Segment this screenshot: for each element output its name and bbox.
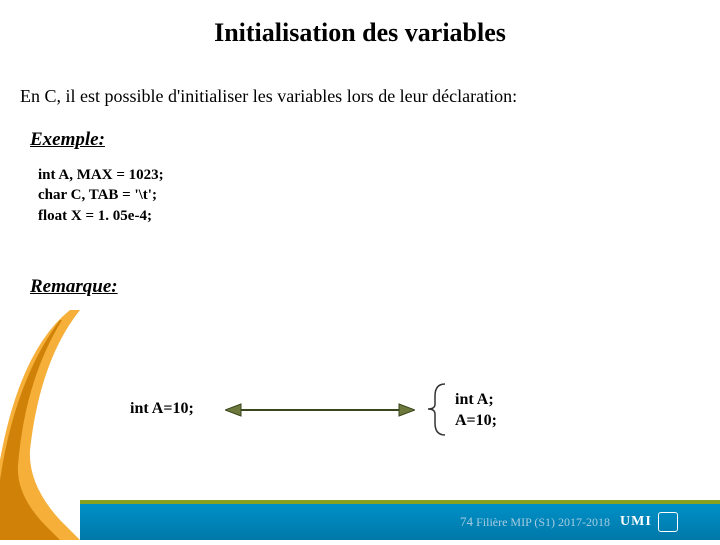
brace-icon	[420, 382, 450, 437]
left-snippet: int A=10;	[130, 400, 194, 418]
footer-bar: 74 Filière MIP (S1) 2017-2018 UMI	[80, 504, 720, 540]
logo-icon	[658, 512, 678, 532]
slide: Initialisation des variables En C, il es…	[0, 0, 720, 540]
code-example: int A, MAX = 1023; char C, TAB = '\t'; f…	[38, 165, 720, 226]
section-remarque: Remarque:	[30, 276, 720, 298]
double-arrow-icon	[225, 400, 415, 420]
page-number: 74	[460, 514, 473, 530]
right-snippet: int A; A=10;	[455, 390, 497, 432]
logo-text: UMI	[620, 514, 652, 530]
slide-title: Initialisation des variables	[0, 0, 720, 48]
code-line: char C, TAB = '\t';	[38, 185, 720, 205]
code-line: A=10;	[455, 411, 497, 432]
logo: UMI	[620, 510, 700, 534]
intro-text: En C, il est possible d'initialiser les …	[20, 86, 700, 107]
code-line: int A;	[455, 390, 497, 411]
section-exemple: Exemple:	[30, 129, 720, 151]
code-line: float X = 1. 05e-4;	[38, 206, 720, 226]
code-line: int A, MAX = 1023;	[38, 165, 720, 185]
footer-text: Filière MIP (S1) 2017-2018	[476, 515, 610, 530]
